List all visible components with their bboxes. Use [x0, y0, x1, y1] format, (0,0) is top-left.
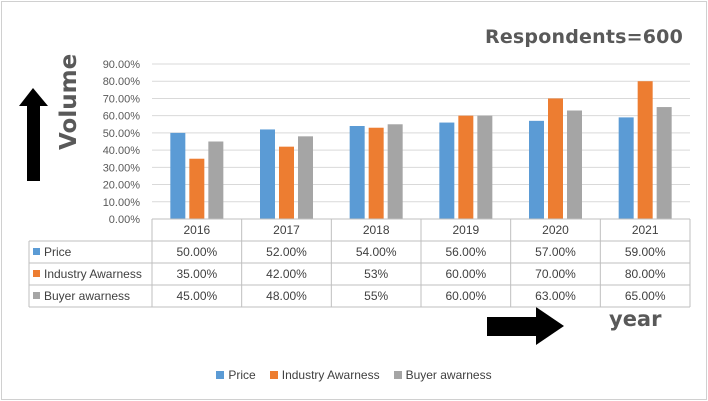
y-tick-label: 10.00%	[103, 197, 141, 209]
legend-label: Buyer awarness	[405, 368, 492, 382]
legend-item: Industry Awarness	[269, 368, 380, 382]
data-label: 45.00%	[176, 289, 217, 303]
data-label: 63.00%	[535, 289, 576, 303]
y-tick-label: 40.00%	[103, 145, 141, 157]
legend: Price Industry Awarness Buyer awarness	[0, 368, 708, 382]
legend-label: Industry Awarness	[281, 368, 380, 382]
bar	[548, 98, 563, 219]
bar	[618, 117, 634, 219]
x-tick-label: 2016	[183, 223, 210, 237]
bar	[567, 110, 582, 219]
data-label: 55%	[364, 289, 388, 303]
data-label: 53%	[364, 267, 388, 281]
y-axis-label: Volume	[56, 53, 82, 150]
bar	[387, 124, 403, 219]
y-tick-label: 0.00%	[109, 214, 140, 226]
data-label: 57.00%	[535, 245, 576, 259]
bar	[298, 136, 313, 219]
bar	[208, 141, 224, 219]
row-swatch	[33, 292, 40, 299]
data-label: 42.00%	[266, 267, 307, 281]
x-tick-label: 2021	[632, 223, 659, 237]
row-swatch	[33, 270, 40, 277]
y-tick-label: 50.00%	[103, 128, 141, 140]
row-swatch	[33, 248, 40, 255]
bar	[279, 146, 294, 219]
bar	[260, 129, 275, 219]
data-label: 35.00%	[176, 267, 217, 281]
bar	[189, 158, 205, 219]
y-tick-label: 90.00%	[103, 59, 141, 71]
data-label: 52.00%	[266, 245, 307, 259]
bar	[439, 122, 455, 219]
legend-swatch	[216, 371, 225, 379]
row-series-name: Industry Awarness	[44, 267, 142, 281]
data-label: 65.00%	[625, 289, 666, 303]
bar	[637, 81, 653, 219]
respondents-annotation: Respondents=600	[485, 26, 683, 48]
y-tick-label: 70.00%	[103, 93, 141, 105]
y-tick-label: 30.00%	[103, 162, 141, 174]
legend-label: Price	[228, 368, 256, 382]
bar	[458, 115, 474, 219]
up-arrow-icon	[19, 88, 48, 181]
data-label: 54.00%	[356, 245, 397, 259]
y-tick-label: 20.00%	[103, 180, 141, 192]
x-tick-label: 2020	[542, 223, 569, 237]
bar	[170, 132, 186, 219]
legend-swatch	[269, 371, 278, 379]
data-label: 59.00%	[625, 245, 666, 259]
data-table: 2016 2017 2018 2019 2020 2021 Price 50.00% 52.00…	[28, 218, 691, 308]
y-tick-label: 80.00%	[103, 76, 141, 88]
data-label: 70.00%	[535, 267, 576, 281]
y-tick-label: 60.00%	[103, 111, 141, 123]
row-series-name: Buyer awarness	[44, 289, 130, 303]
right-arrow-icon	[487, 307, 564, 345]
bar	[529, 120, 544, 219]
x-tick-label: 2018	[363, 223, 390, 237]
legend-item: Buyer awarness	[393, 368, 492, 382]
x-tick-label: 2017	[273, 223, 300, 237]
x-tick-label: 2019	[452, 223, 479, 237]
data-label: 56.00%	[445, 245, 486, 259]
bar	[368, 127, 384, 219]
data-label: 50.00%	[176, 245, 217, 259]
data-label: 48.00%	[266, 289, 307, 303]
x-axis-label: year	[609, 307, 662, 331]
bar	[349, 126, 365, 219]
data-label: 60.00%	[445, 289, 486, 303]
data-label: 80.00%	[625, 267, 666, 281]
legend-item: Price	[216, 368, 256, 382]
data-label: 60.00%	[445, 267, 486, 281]
legend-swatch	[393, 371, 402, 379]
bar	[477, 115, 493, 219]
plot-area: 0.00% 10.00% 20.00% 30.00% 40.00% 50.00% 60.00…	[103, 59, 690, 226]
bar	[656, 107, 672, 219]
row-series-name: Price	[44, 245, 72, 259]
